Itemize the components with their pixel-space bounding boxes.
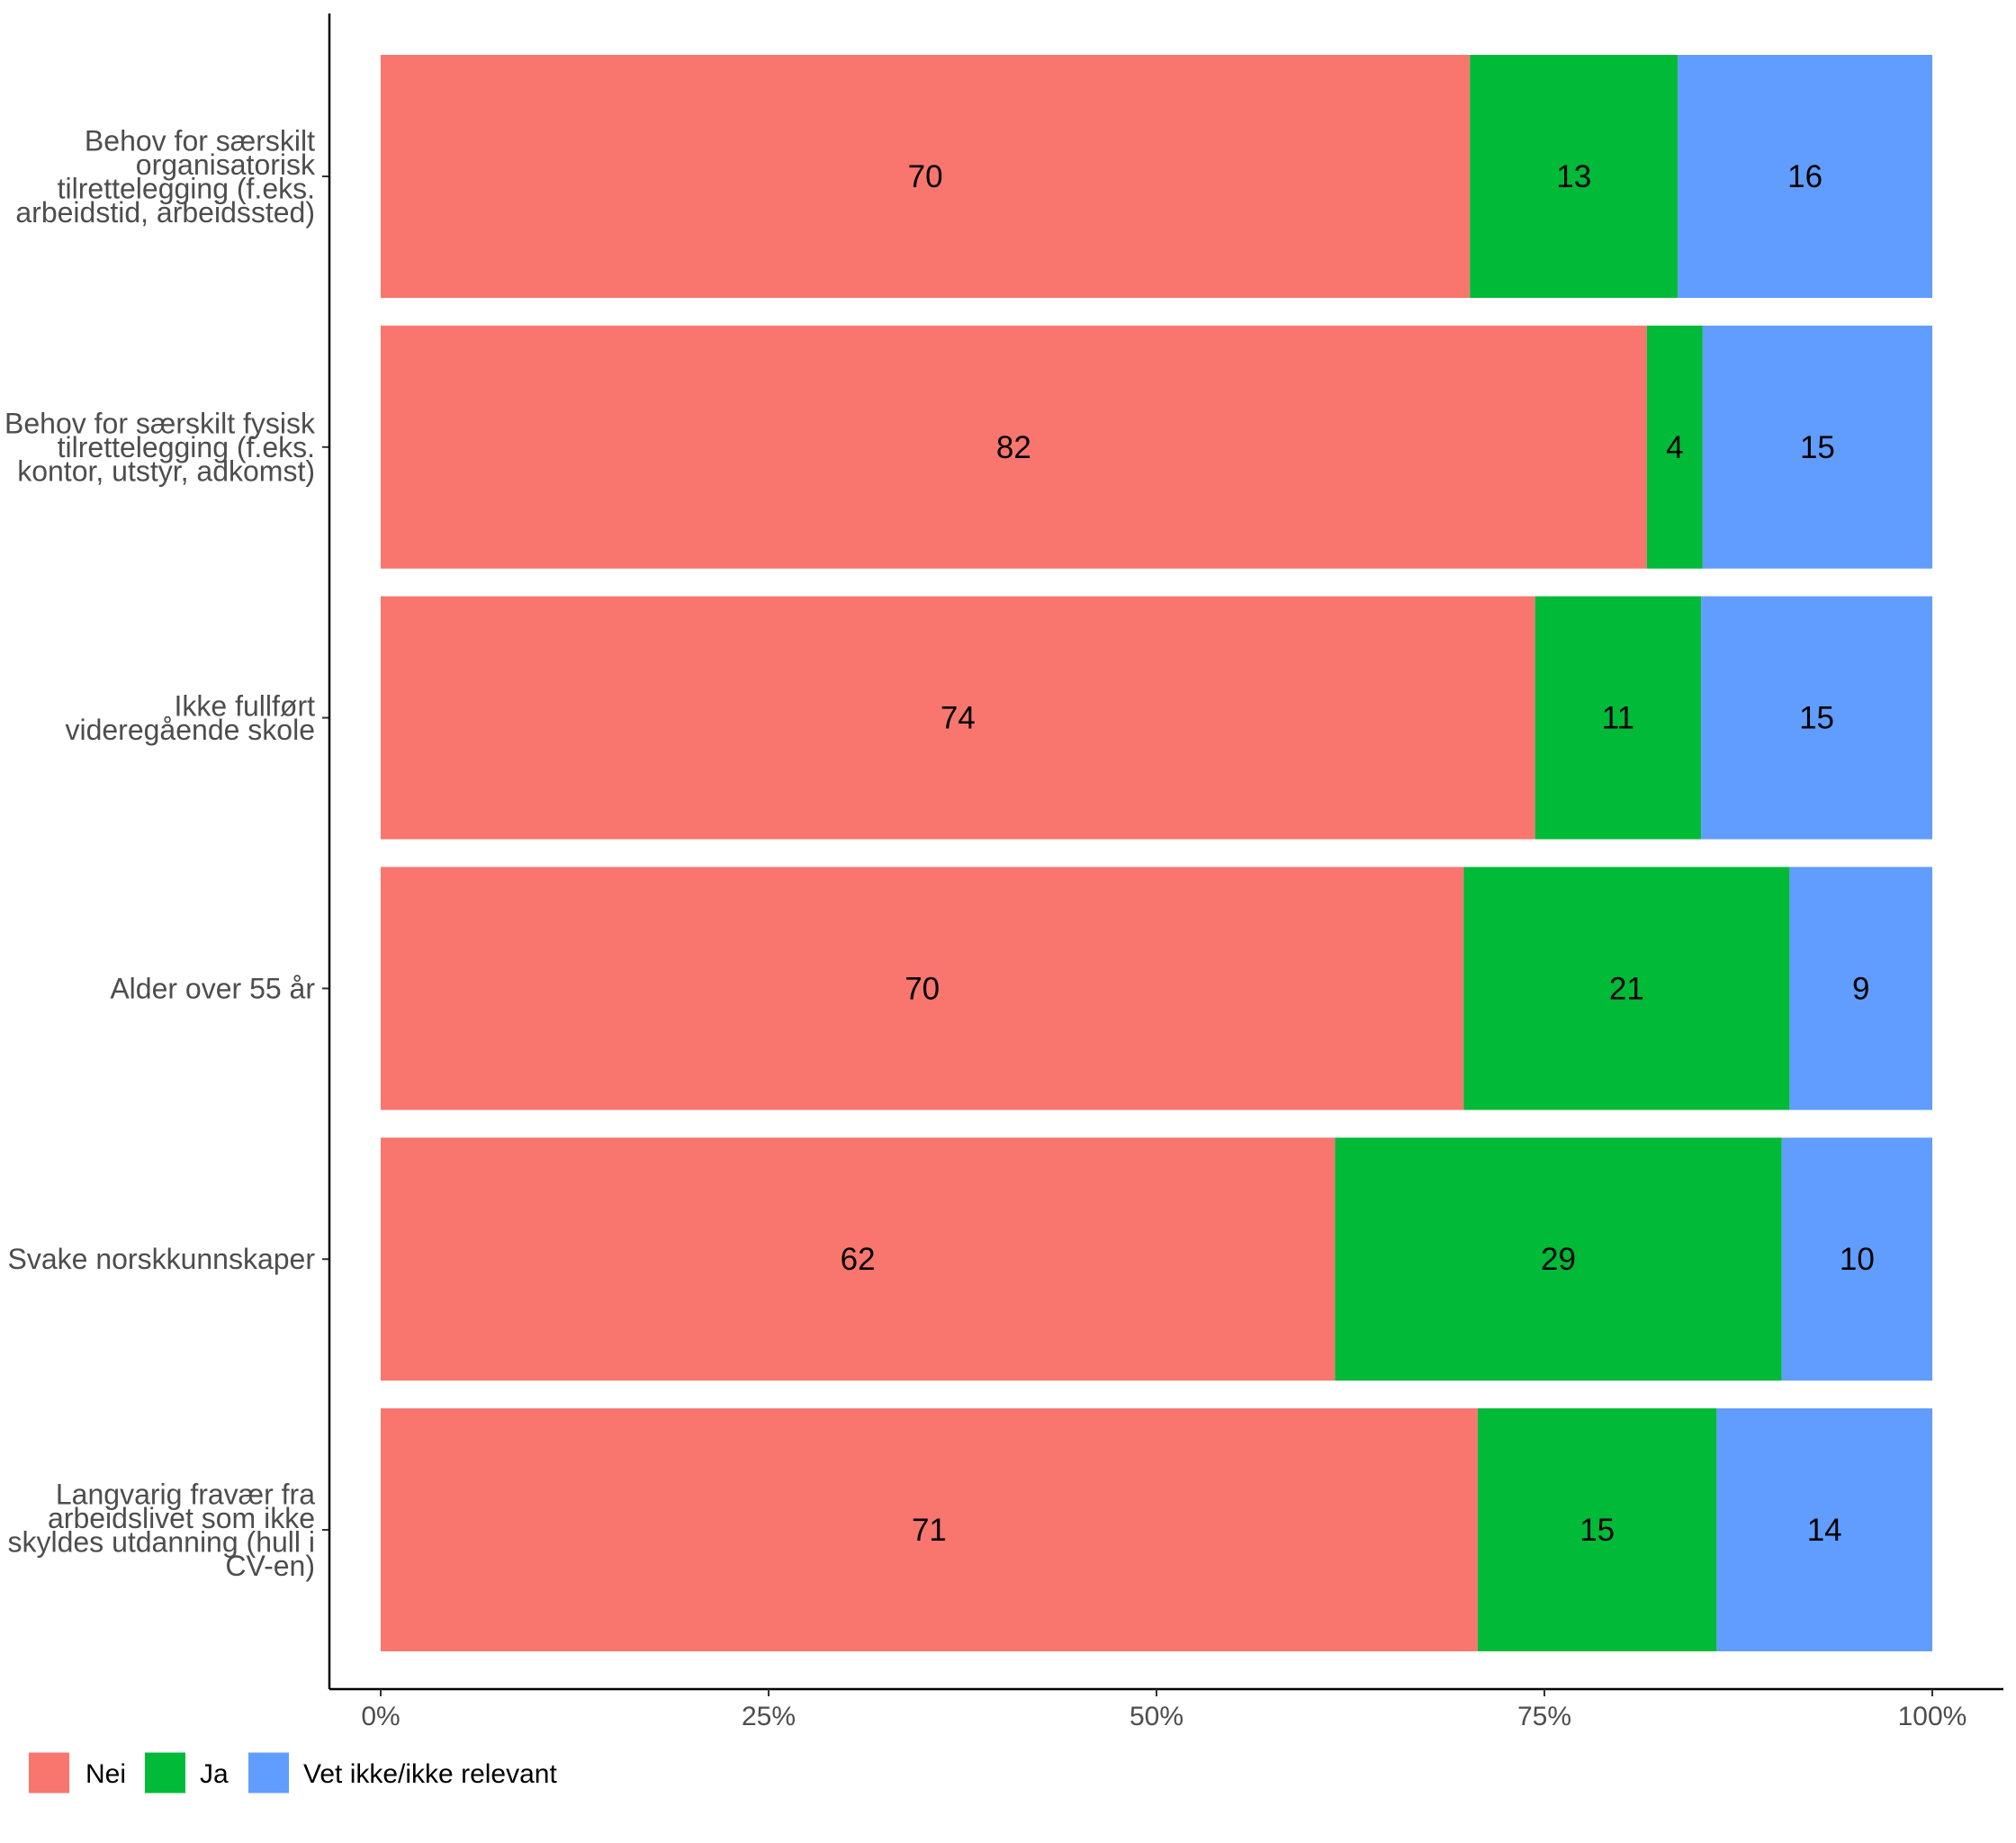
data-label-6-1: 71 xyxy=(912,1513,947,1548)
data-label-4-2: 21 xyxy=(1609,971,1644,1006)
bar-4-ja xyxy=(1463,867,1790,1110)
category-label-2-line-1: Behov for særskilt fysisk xyxy=(4,407,316,439)
bar-3-ja xyxy=(1534,596,1702,840)
legend-label-2: Ja xyxy=(200,1759,229,1789)
legend-key-2 xyxy=(145,1752,185,1794)
data-label-6-3: 14 xyxy=(1807,1513,1842,1548)
data-label-6-2: 15 xyxy=(1580,1513,1615,1548)
data-label-1-3: 16 xyxy=(1787,159,1822,194)
data-label-2-3: 15 xyxy=(1800,430,1835,465)
data-label-2-2: 4 xyxy=(1666,430,1683,465)
x-tick-label-2: 25% xyxy=(742,1702,796,1731)
data-label-2-1: 82 xyxy=(996,430,1031,465)
data-label-1-2: 13 xyxy=(1556,159,1591,194)
bar-6-vet-ikke-ikke-relevant xyxy=(1716,1408,1932,1651)
bar-2-nei xyxy=(381,325,1647,569)
bar-5-ja xyxy=(1335,1137,1782,1381)
bar-2-vet-ikke-ikke-relevant xyxy=(1702,325,1932,569)
category-label-6-line-3: skyldes utdanning (hull i xyxy=(7,1525,315,1558)
data-label-5-1: 62 xyxy=(841,1242,876,1277)
data-label-1-1: 70 xyxy=(908,159,943,194)
bar-4-vet-ikke-ikke-relevant xyxy=(1789,867,1932,1110)
category-label-1-line-3: tilrettelegging (f.eks. xyxy=(58,172,315,204)
category-label-6-line-1: Langvarig fravær fra xyxy=(56,1478,315,1510)
category-label-3-line-2: videregående skole xyxy=(65,714,315,746)
legend-label-1: Nei xyxy=(86,1759,126,1789)
data-label-3-3: 15 xyxy=(1799,701,1834,736)
bar-5-vet-ikke-ikke-relevant xyxy=(1781,1137,1932,1381)
bar-3-vet-ikke-ikke-relevant xyxy=(1701,596,1932,840)
category-label-4-line-1: Alder over 55 år xyxy=(110,972,315,1004)
legend-key-1 xyxy=(29,1752,69,1794)
bar-5-nei xyxy=(381,1137,1336,1381)
bar-1-vet-ikke-ikke-relevant xyxy=(1678,55,1932,298)
data-label-5-3: 10 xyxy=(1840,1242,1875,1277)
bar-1-ja xyxy=(1470,55,1678,298)
x-tick-label-5: 100% xyxy=(1898,1702,1967,1731)
data-label-3-2: 11 xyxy=(1602,701,1634,736)
bar-1-nei xyxy=(381,55,1471,298)
x-tick-label-3: 50% xyxy=(1130,1702,1184,1731)
bar-4-nei xyxy=(381,867,1464,1110)
data-label-3-1: 74 xyxy=(940,701,976,736)
category-label-1-line-1: Behov for særskilt xyxy=(85,124,315,157)
category-label-2-line-3: kontor, utstyr, adkomst) xyxy=(17,454,315,487)
category-label-1-line-2: organisatorisk xyxy=(136,148,316,181)
legend-label-3: Vet ikke/ikke relevant xyxy=(303,1759,557,1789)
x-tick-label-1: 0% xyxy=(361,1702,400,1731)
category-label-6-line-4: CV-en) xyxy=(225,1550,315,1582)
data-label-4-3: 9 xyxy=(1852,971,1869,1006)
bar-6-ja xyxy=(1477,1408,1717,1651)
category-label-1-line-4: arbeidstid, arbeidssted) xyxy=(15,196,315,229)
category-label-2-line-2: tilrettelegging (f.eks. xyxy=(58,431,315,463)
category-label-5-line-1: Svake norskkunnskaper xyxy=(7,1243,315,1275)
data-label-4-1: 70 xyxy=(904,971,940,1006)
bar-2-ja xyxy=(1646,325,1703,569)
category-label-3-line-1: Ikke fullført xyxy=(175,689,316,722)
category-label-6-line-2: arbeidslivet som ikke xyxy=(48,1502,315,1534)
x-tick-label-4: 75% xyxy=(1517,1702,1571,1731)
legend-key-3 xyxy=(248,1752,289,1794)
bar-6-nei xyxy=(381,1408,1478,1651)
bar-3-nei xyxy=(381,596,1535,840)
data-label-5-2: 29 xyxy=(1541,1242,1576,1277)
